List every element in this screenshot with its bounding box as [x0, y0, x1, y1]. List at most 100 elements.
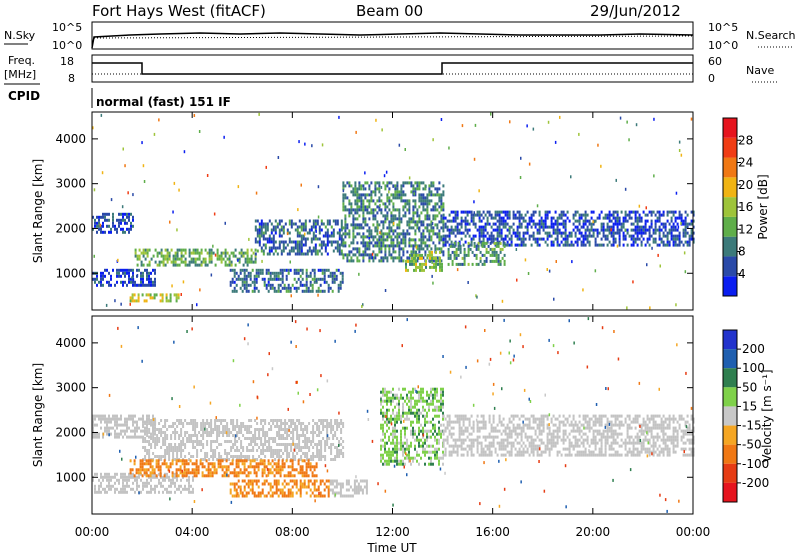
scatter-cell: [159, 299, 162, 303]
scatter-cell: [392, 184, 394, 188]
scatter-cell: [455, 247, 458, 251]
scatter-cell: [386, 393, 388, 397]
scatter-cell: [406, 208, 409, 212]
scatter-cell: [477, 241, 480, 245]
scatter-cell: [416, 223, 419, 227]
scatter-cell: [164, 455, 167, 458]
scatter-cell: [418, 217, 421, 221]
scatter-cell: [327, 268, 330, 272]
scatter-cell: [162, 257, 165, 261]
scatter-cell: [258, 437, 261, 440]
scatter-cell: [252, 440, 255, 443]
scatter-cell: [182, 422, 185, 425]
scatter-cell: [398, 247, 401, 251]
scatter-cell: [263, 471, 266, 475]
scatter-cell: [334, 458, 337, 461]
scatter-cell: [214, 449, 217, 452]
scatter-cell: [596, 228, 599, 232]
scatter-cell: [478, 231, 481, 235]
scatter-cell: [268, 237, 271, 241]
scatter-cell: [314, 455, 317, 458]
scatter-cell: [118, 435, 120, 439]
scatter-cell: [169, 296, 172, 300]
scatter-cell: [110, 432, 112, 436]
scatter-cell: [536, 222, 539, 226]
scatter-cell: [330, 234, 333, 238]
scatter-cell: [338, 237, 341, 241]
scatter-cell: [342, 208, 345, 212]
scatter-cell: [489, 259, 492, 263]
scatter-cell: [164, 422, 167, 425]
scatter-cell: [184, 257, 187, 261]
scatter-cell: [162, 260, 165, 264]
scatter-cell: [148, 490, 150, 494]
scatter-cell: [334, 419, 337, 422]
scatter-cell: [361, 488, 364, 492]
scatter-cell: [618, 234, 621, 238]
scatter-cell: [300, 243, 303, 247]
scatter-cell: [516, 210, 519, 214]
scatter-cell: [231, 462, 234, 466]
scatter-cell: [354, 208, 357, 212]
scatter-cell: [382, 417, 384, 421]
scatter-cell: [166, 437, 169, 440]
scatter-cell: [201, 471, 204, 475]
scatter-cell: [628, 210, 631, 214]
scatter-cell: [110, 426, 112, 430]
scatter-cell: [392, 393, 394, 397]
scatter-cell: [416, 211, 419, 215]
scatter-cell: [276, 425, 279, 428]
scatter-cell: [410, 250, 413, 254]
scatter-cell: [594, 228, 597, 232]
scatter-cell: [268, 422, 271, 425]
scatter-cell: [360, 193, 363, 197]
scatter-cell: [463, 256, 466, 260]
scatter-cell: [396, 450, 398, 454]
scatter-cell: [433, 256, 435, 260]
scatter-cell: [386, 408, 388, 412]
scatter-cell: [386, 429, 388, 433]
scatter-cell: [362, 259, 365, 263]
scatter-cell: [294, 243, 297, 247]
scatter-cell: [282, 452, 285, 455]
scatter-cell: [234, 455, 237, 458]
scatter-cell: [134, 414, 136, 418]
scatter-cell: [574, 219, 577, 223]
scatter-cell: [195, 471, 198, 475]
scatter-cell: [384, 441, 386, 445]
scatter-cell: [353, 479, 356, 483]
scatter-cell: [170, 446, 173, 449]
scatter-cell: [96, 414, 98, 418]
scatter-cell: [358, 223, 361, 227]
scatter-cell: [420, 393, 422, 397]
scatter-cell: [320, 458, 323, 461]
scatter-cell: [153, 468, 156, 472]
scatter-cell: [422, 199, 425, 203]
scatter-cell: [218, 452, 221, 455]
scatter-cell: [682, 222, 685, 226]
scatter-cell: [632, 240, 635, 244]
scatter-cell: [279, 471, 282, 475]
scatter-cell: [396, 414, 398, 418]
scatter-cell: [304, 240, 307, 244]
power-cbar-label: Power [dB]: [756, 174, 770, 239]
scatter-cell: [269, 471, 272, 475]
scatter-cell: [352, 232, 355, 236]
scatter-cell: [120, 417, 122, 421]
scatter-cell: [392, 426, 394, 430]
scatter-cell: [666, 213, 669, 217]
scatter-cell: [550, 219, 553, 223]
scatter-cell: [328, 422, 331, 425]
scatter-cell: [388, 250, 391, 254]
scatter-cell: [582, 288, 584, 292]
scatter-cell: [211, 462, 214, 466]
scatter-cell: [350, 259, 353, 263]
scatter-cell: [390, 193, 393, 197]
scatter-cell: [209, 471, 212, 475]
scatter-cell: [206, 440, 209, 443]
scatter-cell: [448, 146, 450, 150]
scatter-cell: [402, 387, 404, 391]
scatter-cell: [200, 248, 203, 252]
scatter-cell: [248, 458, 251, 461]
scatter-cell: [102, 224, 104, 228]
